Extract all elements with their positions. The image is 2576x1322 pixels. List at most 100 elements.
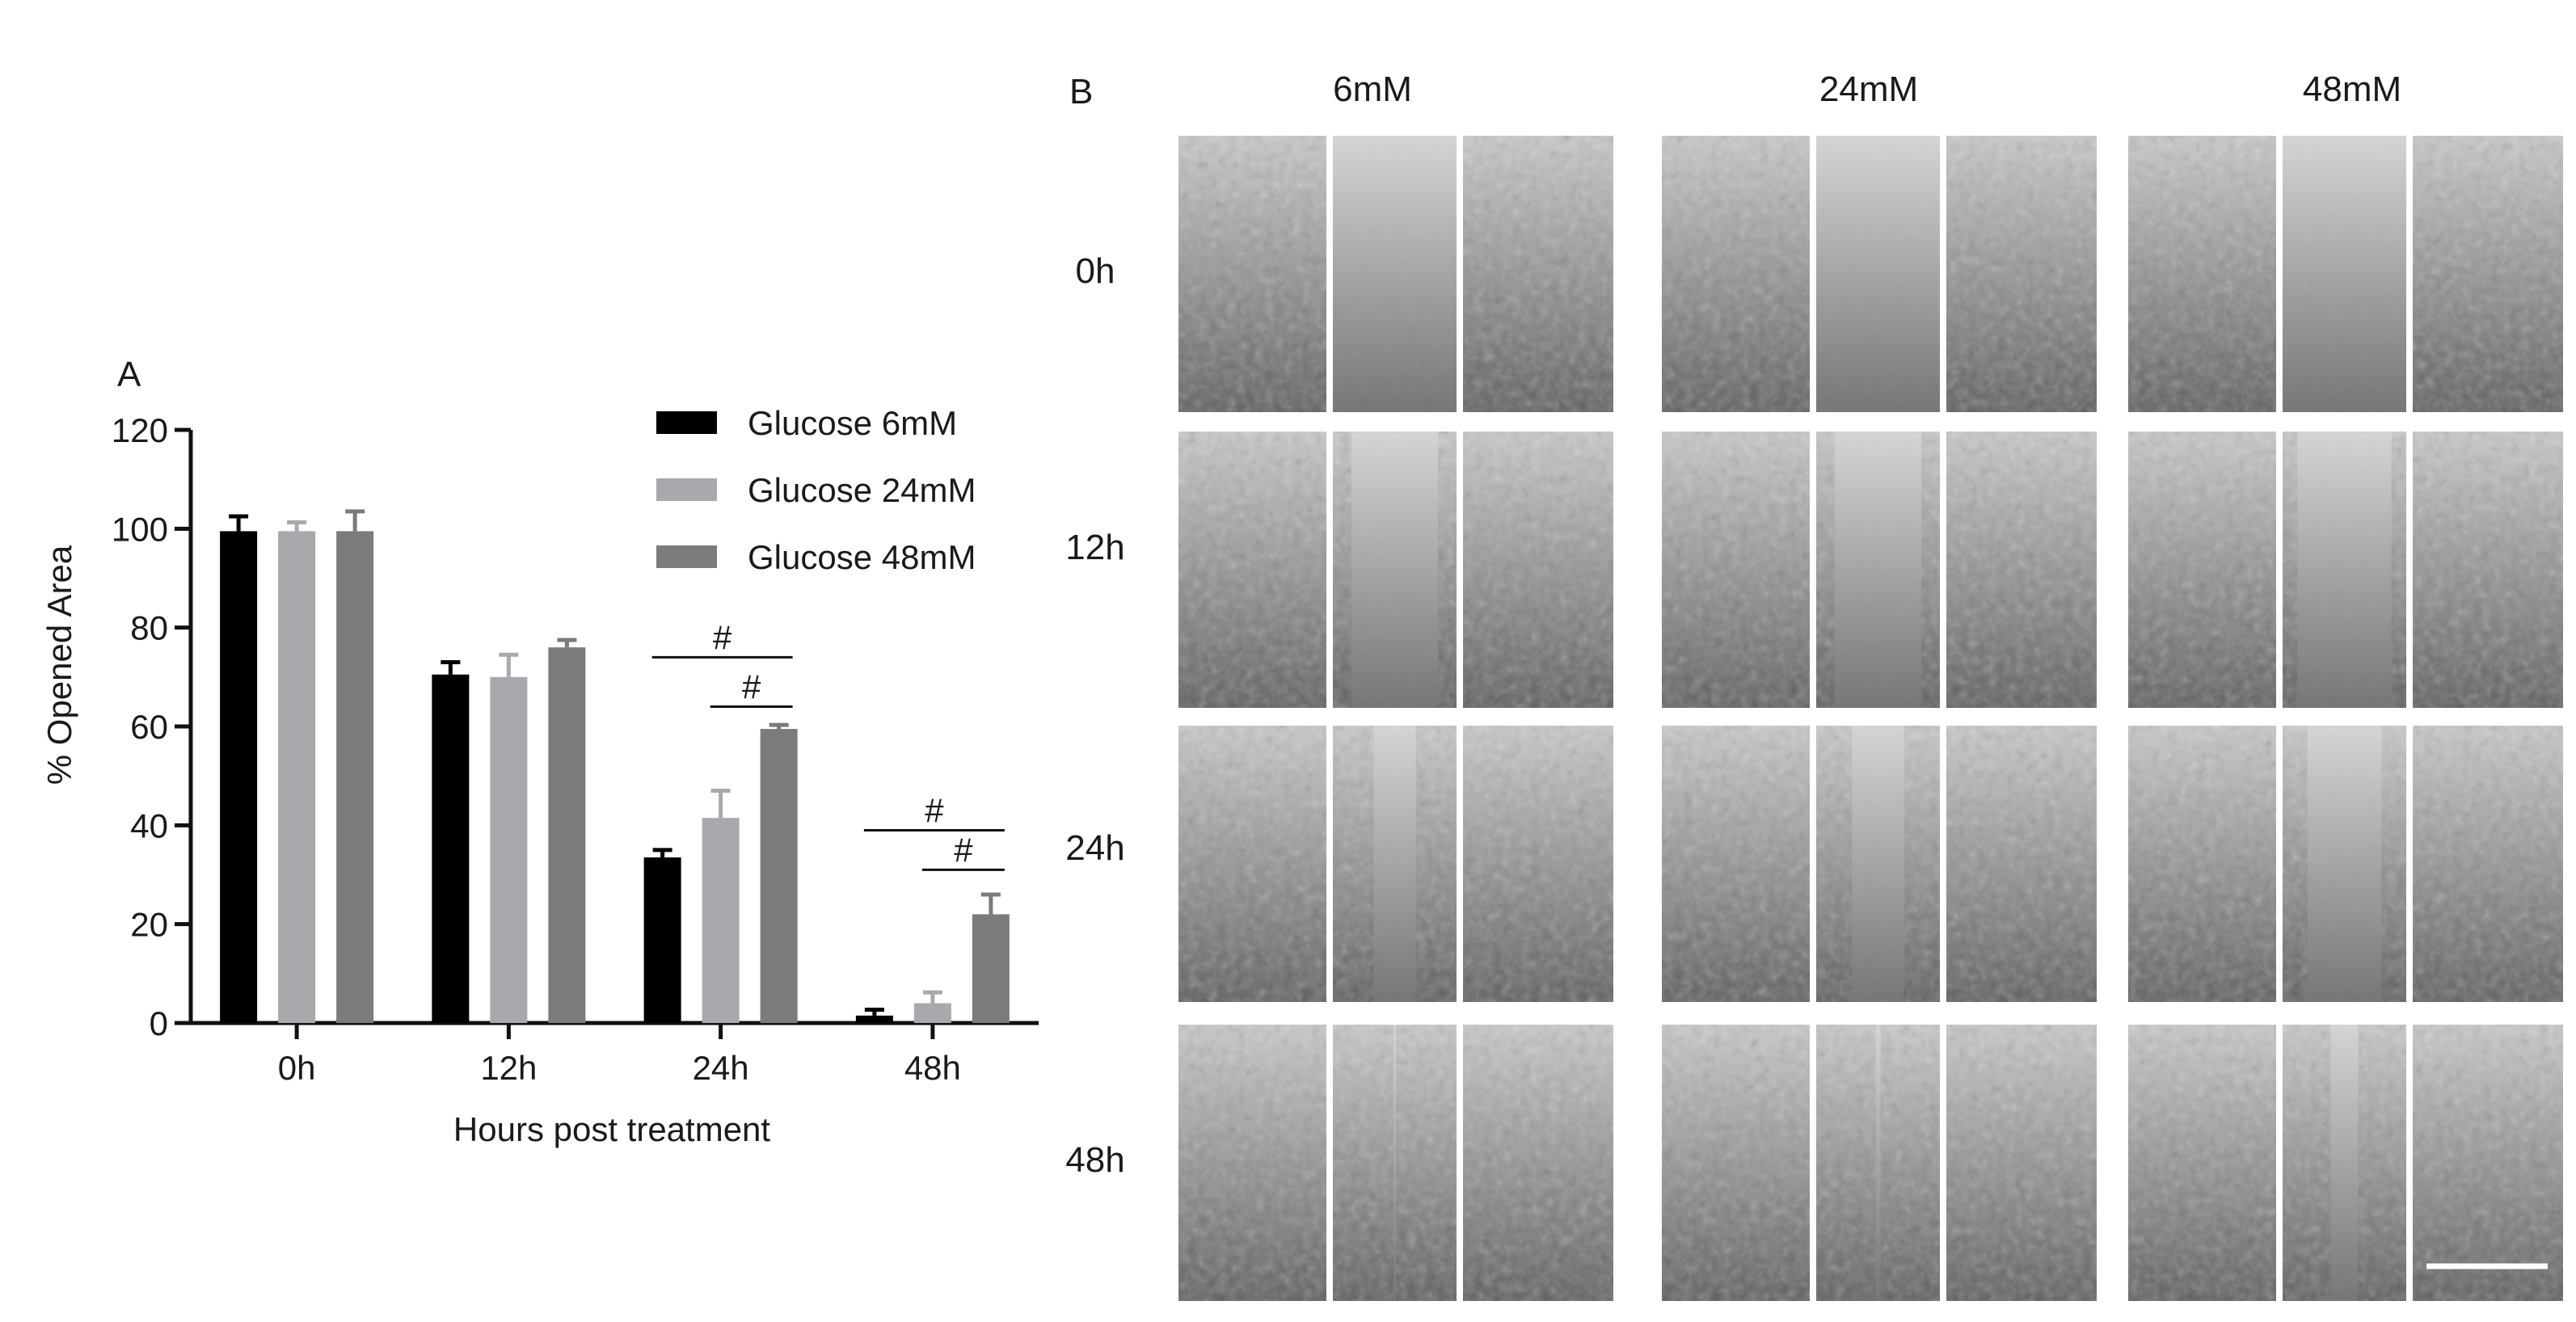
micrograph-tile bbox=[1333, 432, 1457, 708]
micrograph-tile bbox=[1463, 432, 1613, 708]
cell-texture bbox=[1662, 1025, 1810, 1301]
micrograph-tile bbox=[2128, 726, 2276, 1002]
bar-glucose-24mm-48h bbox=[913, 1003, 951, 1023]
wound-gap bbox=[2297, 432, 2392, 708]
micrograph-tile bbox=[1178, 432, 1326, 708]
cell-texture bbox=[2413, 1025, 2563, 1301]
row-label: 24h bbox=[1065, 828, 1124, 868]
micrograph-tile bbox=[2283, 1025, 2406, 1301]
cell-texture bbox=[2128, 726, 2276, 1002]
cell-texture bbox=[1463, 432, 1613, 708]
bar-glucose-24mm-0h bbox=[278, 531, 316, 1023]
wound-gap bbox=[2307, 726, 2382, 1002]
micrograph-tile bbox=[1662, 432, 1810, 708]
micrograph-tile bbox=[1946, 1025, 2097, 1301]
column-label: 24mM bbox=[1819, 69, 1918, 109]
significance-symbol: # bbox=[954, 831, 973, 869]
significance-markers: # # # # bbox=[651, 618, 1005, 871]
micrograph-tile bbox=[1333, 1025, 1457, 1301]
wound-gap bbox=[2283, 136, 2406, 412]
bar-glucose-6mm-24h bbox=[643, 857, 681, 1023]
micrograph-tile bbox=[2413, 1025, 2563, 1301]
micrograph-tile bbox=[1463, 1025, 1613, 1301]
wound-gap bbox=[1816, 136, 1940, 412]
bar-glucose-24mm-24h bbox=[702, 818, 740, 1023]
y-tick-label: 100 bbox=[112, 510, 168, 548]
x-tick-label: 48h bbox=[904, 1049, 961, 1087]
cell-texture bbox=[1178, 432, 1326, 708]
micrograph-tile bbox=[2413, 726, 2563, 1002]
cell-texture bbox=[1463, 136, 1613, 412]
micrograph-tile bbox=[2283, 136, 2406, 412]
y-tick-label: 0 bbox=[150, 1004, 168, 1042]
x-tick-label: 0h bbox=[278, 1049, 316, 1087]
micrograph-tile bbox=[1333, 136, 1457, 412]
chart-legend: Glucose 6mM Glucose 24mM Glucose 48mM bbox=[656, 404, 976, 576]
micrograph-tile bbox=[1463, 726, 1613, 1002]
micrograph-tile bbox=[2128, 136, 2276, 412]
cell-texture bbox=[2413, 726, 2563, 1002]
cell-texture bbox=[1463, 726, 1613, 1002]
cell-texture bbox=[1662, 136, 1810, 412]
wound-gap bbox=[2330, 1025, 2359, 1301]
wound-gap bbox=[1852, 726, 1904, 1002]
cell-texture bbox=[1178, 726, 1326, 1002]
legend-label: Glucose 48mM bbox=[748, 538, 976, 576]
micrograph-tile bbox=[1946, 726, 2097, 1002]
cell-texture bbox=[1946, 726, 2097, 1002]
wound-gap bbox=[1834, 432, 1922, 708]
y-tick-label: 40 bbox=[130, 806, 168, 844]
micrograph-tile bbox=[1816, 136, 1940, 412]
panel-a-bar-chart: A % Opened Area Hours post treatment 0 20… bbox=[40, 355, 1039, 1148]
micrograph-tile bbox=[1816, 1025, 1940, 1301]
cell-texture bbox=[1178, 136, 1326, 412]
panel-label-a: A bbox=[117, 355, 141, 394]
bar-glucose-6mm-12h bbox=[432, 674, 470, 1023]
x-axis: 0h 12h 24h 48h bbox=[191, 1021, 1039, 1087]
bar-glucose-48mm-48h bbox=[972, 914, 1010, 1023]
wound-gap bbox=[1875, 1025, 1881, 1301]
y-tick-label: 60 bbox=[130, 708, 168, 746]
cell-texture bbox=[2413, 136, 2563, 412]
legend-label: Glucose 24mM bbox=[748, 471, 976, 509]
cell-texture bbox=[1178, 1025, 1326, 1301]
wound-gap bbox=[1373, 726, 1416, 1002]
micrograph-tile bbox=[1178, 726, 1326, 1002]
y-axis: 0 20 40 60 80 100 120 bbox=[112, 411, 193, 1042]
bar-glucose-6mm-48h bbox=[855, 1015, 893, 1023]
legend-swatch bbox=[656, 411, 717, 434]
wound-gap bbox=[1393, 1025, 1397, 1301]
cell-texture bbox=[1662, 726, 1810, 1002]
legend-swatch bbox=[656, 478, 717, 501]
cell-texture bbox=[1946, 432, 2097, 708]
bar-glucose-48mm-12h bbox=[548, 647, 586, 1023]
micrograph-tile bbox=[1816, 726, 1940, 1002]
panel-label-b: B bbox=[1069, 72, 1093, 112]
cell-texture bbox=[2128, 432, 2276, 708]
row-label: 12h bbox=[1065, 528, 1124, 567]
y-tick-label: 80 bbox=[130, 609, 168, 647]
micrograph-tile bbox=[1662, 726, 1810, 1002]
bar-series-group bbox=[220, 509, 1010, 1023]
cell-texture bbox=[1662, 432, 1810, 708]
row-label: 48h bbox=[1065, 1140, 1124, 1180]
micrograph-tile bbox=[1662, 136, 1810, 412]
significance-symbol: # bbox=[925, 791, 944, 829]
significance-symbol: # bbox=[713, 618, 732, 656]
micrograph-tile bbox=[2283, 726, 2406, 1002]
micrograph-tile bbox=[1816, 432, 1940, 708]
micrograph-tile bbox=[2413, 136, 2563, 412]
micrograph-tile bbox=[2283, 432, 2406, 708]
column-label: 6mM bbox=[1333, 69, 1412, 109]
micrograph-tile bbox=[1662, 1025, 1810, 1301]
x-tick-label: 12h bbox=[480, 1049, 537, 1087]
cell-texture bbox=[2413, 432, 2563, 708]
micrograph-tile bbox=[2128, 432, 2276, 708]
column-label: 48mM bbox=[2303, 69, 2401, 109]
cell-texture bbox=[1946, 1025, 2097, 1301]
micrograph-tile bbox=[1946, 136, 2097, 412]
micrograph-tile bbox=[1946, 432, 2097, 708]
y-axis-title: % Opened Area bbox=[40, 545, 78, 785]
cell-texture bbox=[1463, 1025, 1613, 1301]
